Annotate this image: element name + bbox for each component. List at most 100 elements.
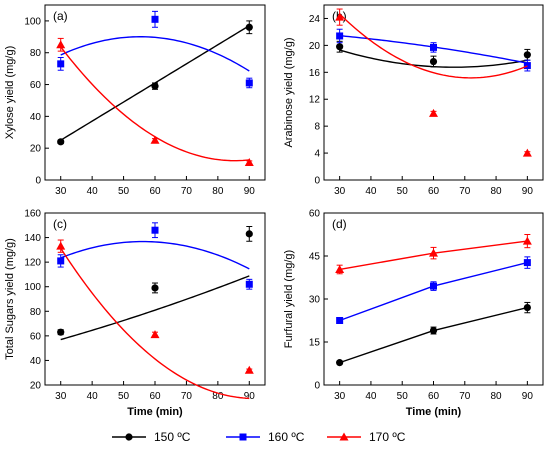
x-tick-label-d-40: 40: [365, 391, 377, 402]
x-tick-label-b-30: 30: [334, 186, 346, 197]
x-tick-label-d-70: 70: [459, 391, 471, 402]
y-tick-label-c-80: 80: [30, 307, 42, 318]
y-axis-title-a: Xylose yield (mg/g): [4, 46, 16, 140]
legend-marker-170: [339, 432, 349, 441]
y-axis-title-b: Arabinose yield (mg/g): [283, 37, 295, 147]
x-tick-label-a-40: 40: [87, 186, 99, 197]
x-tick-label-a-70: 70: [181, 186, 193, 197]
x-tick-label-b-50: 50: [397, 186, 409, 197]
y-tick-label-a-80: 80: [30, 48, 42, 59]
data-point-b-160-c-60: [430, 43, 437, 51]
y-tick-label-a-40: 40: [30, 112, 42, 123]
plot-frame-b: [323, 4, 544, 181]
legend-item-160: 160 ºC: [226, 430, 305, 444]
fit-curve-c-150-c: [60, 275, 250, 341]
x-tick-label-c-90: 90: [244, 391, 256, 402]
data-point-b-170-c-90: [522, 148, 532, 157]
x-tick-label-a-60: 60: [149, 186, 161, 197]
x-tick-label-d-50: 50: [397, 391, 409, 402]
x-tick-label-b-70: 70: [459, 186, 471, 197]
series-c-160-c: [57, 222, 253, 290]
y-tick-label-b-12: 12: [309, 95, 321, 106]
x-tick-label-d-80: 80: [491, 391, 503, 402]
fit-curve-c-160-c: [60, 240, 250, 270]
series-line-d-150-c: [339, 306, 528, 364]
fit-curve-b-170-c: [339, 13, 528, 79]
data-point-d-150-c-60: [429, 326, 438, 335]
series-a-160-c: [57, 10, 253, 89]
series-line-d-160-c: [339, 261, 528, 322]
y-tick-label-a-0: 0: [35, 176, 41, 187]
x-tick-label-c-60: 60: [149, 391, 161, 402]
legend-label-160: 160 ºC: [268, 430, 305, 444]
data-point-a-160-c-90: [245, 79, 253, 87]
legend-label-170: 170 ºC: [369, 430, 406, 444]
y-tick-label-b-24: 24: [309, 14, 321, 25]
x-tick-label-a-80: 80: [212, 186, 224, 197]
plot-frame-d: [323, 212, 544, 386]
x-tick-label-a-90: 90: [244, 186, 256, 197]
y-tick-label-d-0: 0: [314, 381, 320, 392]
data-point-a-170-c-90: [244, 158, 254, 166]
legend-label-150: 150 ºC: [154, 430, 191, 444]
data-point-b-150-c-30: [336, 43, 344, 51]
y-tick-label-c-120: 120: [24, 258, 41, 269]
x-tick-label-b-40: 40: [365, 186, 377, 197]
legend-item-170: 170 ºC: [327, 430, 406, 444]
chart-panel-b: 30 40 50 60 70 80 90 0 4 8 12 16 20 24 Arabinose yield…: [283, 4, 544, 197]
series-c-170-c: [56, 239, 254, 400]
data-point-b-160-c-90: [523, 62, 531, 70]
x-tick-label-c-50: 50: [118, 391, 130, 402]
panel-label-a: (a): [53, 9, 68, 23]
data-point-a-150-c-90: [245, 23, 253, 31]
data-point-a-150-c-30: [57, 138, 65, 146]
data-point-c-150-c-30: [57, 328, 65, 336]
x-tick-label-c-80: 80: [212, 391, 224, 402]
data-point-a-170-c-60: [150, 135, 160, 144]
data-point-d-160-c-60: [430, 282, 437, 290]
data-point-a-170-c-30: [56, 40, 66, 49]
chart-panel-a: 30 40 50 60 70 80 90 0 20 40 60 80 100 Xylose yield (…: [4, 4, 266, 197]
data-point-c-160-c-60: [151, 226, 159, 234]
y-tick-label-b-20: 20: [309, 41, 321, 52]
data-point-c-160-c-30: [57, 257, 65, 265]
x-tick-label-c-30: 30: [55, 391, 67, 402]
legend: 150 ºC 160 ºC 170 ºC: [112, 430, 406, 444]
y-tick-label-a-100: 100: [24, 16, 41, 27]
plot-frame-a: [44, 4, 266, 181]
series-a-150-c: [57, 20, 253, 146]
y-tick-label-c-60: 60: [30, 331, 42, 342]
legend-marker-160: [239, 433, 247, 441]
x-tick-label-d-30: 30: [334, 391, 346, 402]
y-tick-label-d-60: 60: [309, 209, 321, 220]
fit-curve-a-160-c: [60, 36, 250, 72]
data-point-a-160-c-60: [151, 15, 159, 23]
data-point-c-170-c-30: [56, 241, 66, 250]
x-axis-title-d: Time (min): [406, 406, 462, 418]
data-point-d-150-c-90: [523, 304, 531, 312]
y-tick-label-d-15: 15: [309, 338, 321, 349]
y-tick-label-a-60: 60: [30, 80, 42, 91]
data-point-d-170-c-30: [335, 264, 345, 273]
y-tick-label-b-16: 16: [309, 68, 321, 79]
x-tick-label-c-40: 40: [87, 391, 99, 402]
y-tick-label-c-40: 40: [30, 356, 42, 367]
x-axis-title-c: Time (min): [127, 406, 183, 418]
y-tick-label-b-4: 4: [314, 149, 320, 160]
data-point-d-170-c-60: [429, 248, 438, 257]
series-b-150-c: [336, 40, 531, 68]
data-point-a-160-c-30: [57, 60, 65, 68]
chart-panel-d: 30 40 50 60 70 80 90 0 15 30 45 60 Furfural yield (m…: [283, 209, 544, 418]
y-tick-label-d-30: 30: [309, 295, 321, 306]
x-tick-label-b-80: 80: [491, 186, 503, 197]
data-point-c-170-c-90: [244, 365, 254, 374]
y-axis-title-d: Furfural yield (mg/g): [283, 250, 295, 348]
data-point-d-150-c-30: [336, 359, 344, 367]
series-d-160-c: [336, 256, 531, 324]
data-point-b-150-c-90: [523, 51, 531, 59]
y-tick-label-d-45: 45: [309, 252, 321, 263]
x-tick-label-a-30: 30: [55, 186, 67, 197]
data-point-b-170-c-60: [429, 108, 438, 117]
x-tick-label-d-90: 90: [522, 391, 534, 402]
